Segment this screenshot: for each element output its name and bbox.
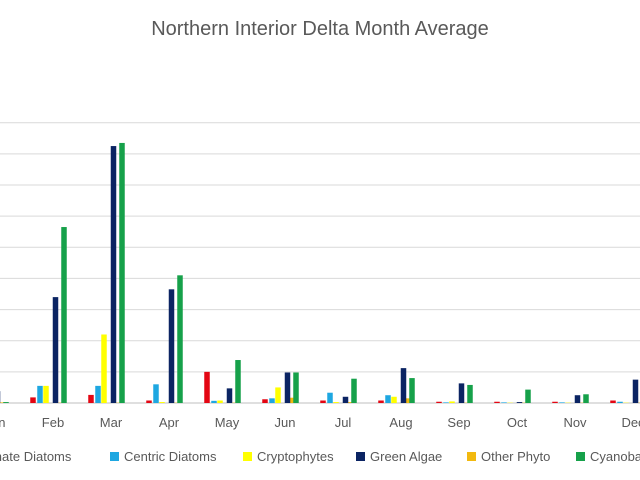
bar bbox=[3, 402, 9, 403]
legend-swatch bbox=[576, 452, 585, 461]
bar bbox=[269, 398, 275, 403]
legend-item: Cryptophytes bbox=[243, 449, 334, 464]
bar bbox=[525, 389, 531, 403]
x-tick-label: Jul bbox=[335, 415, 352, 430]
x-tick-label: Oct bbox=[507, 415, 528, 430]
bar bbox=[552, 401, 558, 403]
legend-item: Green Algae bbox=[356, 449, 442, 464]
legend-label: Centric Diatoms bbox=[124, 449, 217, 464]
bar bbox=[342, 396, 349, 403]
bar bbox=[110, 146, 117, 403]
bar bbox=[0, 402, 5, 403]
legend: Pinnate Diatoms Centric Diatoms Cryptophyt… bbox=[0, 449, 640, 464]
x-tick-label: Mar bbox=[100, 415, 123, 430]
bar bbox=[284, 372, 291, 403]
chart-title: Northern Interior Delta Month Average bbox=[151, 18, 489, 40]
bar bbox=[333, 402, 339, 403]
bar bbox=[443, 402, 449, 403]
bars bbox=[0, 142, 640, 403]
bar bbox=[52, 297, 59, 403]
bar bbox=[146, 400, 152, 403]
bar bbox=[467, 384, 473, 403]
legend-item: Centric Diatoms bbox=[110, 449, 217, 464]
bar bbox=[289, 397, 295, 403]
bar bbox=[327, 392, 333, 403]
bar bbox=[119, 142, 125, 403]
x-axis-tick-labels: Jan Feb Mar Apr May Jun Jul Aug Sep Oct Nov Dec bbox=[0, 415, 640, 430]
legend-label: Cryptophytes bbox=[257, 449, 334, 464]
bar bbox=[405, 398, 411, 403]
bar bbox=[217, 400, 223, 403]
bar bbox=[43, 385, 49, 403]
legend-label: Pinnate Diatoms bbox=[0, 449, 72, 464]
legend-item: Other Phyto bbox=[467, 449, 550, 464]
bar bbox=[61, 227, 67, 403]
bar bbox=[583, 394, 589, 403]
bar bbox=[436, 401, 442, 403]
bar bbox=[449, 401, 455, 403]
bar bbox=[168, 289, 175, 403]
x-tick-label: Jan bbox=[0, 415, 5, 430]
bar bbox=[30, 397, 36, 403]
bar bbox=[177, 275, 183, 403]
x-tick-label: Jun bbox=[275, 415, 296, 430]
bar bbox=[37, 385, 43, 403]
bar bbox=[559, 402, 565, 403]
x-tick-label: Dec bbox=[621, 415, 640, 430]
bar bbox=[204, 371, 210, 403]
bar bbox=[385, 395, 391, 403]
bar bbox=[101, 334, 107, 403]
bar bbox=[409, 378, 415, 403]
x-tick-label: May bbox=[215, 415, 240, 430]
legend-item: Pinnate Diatoms bbox=[0, 449, 72, 464]
bar bbox=[275, 387, 281, 403]
bar bbox=[574, 395, 581, 403]
bar bbox=[516, 402, 523, 403]
bar bbox=[494, 401, 500, 403]
x-tick-label: Sep bbox=[447, 415, 470, 430]
bar bbox=[211, 400, 217, 403]
bar bbox=[88, 394, 94, 403]
legend-label: Cyanobacteria bbox=[590, 449, 640, 464]
bar bbox=[262, 399, 268, 403]
bar bbox=[617, 401, 623, 403]
bar bbox=[610, 400, 616, 403]
bar bbox=[226, 388, 233, 403]
bar bbox=[501, 402, 507, 403]
bar bbox=[153, 384, 159, 403]
legend-label: Other Phyto bbox=[481, 449, 550, 464]
bar bbox=[159, 402, 165, 403]
bar bbox=[347, 402, 353, 403]
bar bbox=[391, 396, 397, 403]
bar bbox=[235, 360, 241, 403]
x-tick-label: Nov bbox=[563, 415, 587, 430]
bar bbox=[458, 383, 465, 403]
bar bbox=[400, 368, 407, 403]
legend-swatch bbox=[110, 452, 119, 461]
x-tick-label: Aug bbox=[389, 415, 412, 430]
bar bbox=[293, 372, 299, 403]
legend-item: Cyanobacteria bbox=[576, 449, 640, 464]
legend-swatch bbox=[356, 452, 365, 461]
x-tick-label: Feb bbox=[42, 415, 64, 430]
bar bbox=[351, 378, 357, 403]
bar bbox=[95, 385, 101, 403]
bar bbox=[632, 379, 639, 403]
legend-label: Green Algae bbox=[370, 449, 442, 464]
bar bbox=[320, 400, 326, 403]
legend-swatch bbox=[467, 452, 476, 461]
bar bbox=[378, 400, 384, 403]
legend-swatch bbox=[243, 452, 252, 461]
x-tick-label: Apr bbox=[159, 415, 180, 430]
